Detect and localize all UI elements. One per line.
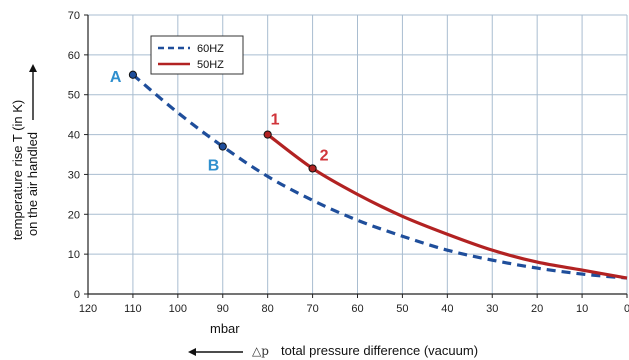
x-tick-label: 120 bbox=[79, 303, 97, 315]
y-axis-label-line1: temperature rise T (in K) bbox=[10, 100, 25, 240]
x-axis-ticks: 120 110 100 90 80 70 60 50 40 30 20 10 0 bbox=[79, 294, 629, 315]
y-tick-label: 40 bbox=[68, 130, 80, 142]
x-tick-label: 90 bbox=[217, 303, 229, 315]
y-axis-label: temperature rise T (in K) on the air han… bbox=[10, 64, 40, 240]
legend-label-50hz: 50HZ bbox=[197, 59, 224, 71]
x-axis-unit: mbar bbox=[210, 321, 240, 336]
y-tick-label: 50 bbox=[68, 90, 80, 102]
y-axis-label-line2: on the air handled bbox=[25, 132, 40, 236]
x-tick-label: 80 bbox=[262, 303, 274, 315]
x-axis-delta-symbol: △p bbox=[252, 344, 269, 358]
point-markers: A B 1 2 bbox=[110, 69, 329, 175]
point-marker-1 bbox=[263, 130, 272, 139]
x-tick-label: 40 bbox=[441, 303, 453, 315]
y-tick-label: 60 bbox=[68, 50, 80, 62]
point-label-a: A bbox=[110, 69, 122, 86]
x-tick-label: 0 bbox=[624, 303, 629, 315]
point-label-2: 2 bbox=[320, 147, 329, 164]
y-tick-label: 0 bbox=[74, 289, 80, 301]
y-tick-label: 70 bbox=[68, 10, 80, 22]
legend-label-60hz: 60HZ bbox=[197, 43, 224, 55]
x-axis-label-group: mbar △p total pressure difference (vacuu… bbox=[188, 321, 478, 358]
x-axis-label: total pressure difference (vacuum) bbox=[281, 343, 478, 358]
y-axis-ticks: 0 10 20 30 40 50 60 70 bbox=[68, 10, 88, 301]
y-tick-label: 20 bbox=[68, 209, 80, 221]
legend: 60HZ 50HZ bbox=[150, 35, 244, 75]
y-tick-label: 10 bbox=[68, 249, 80, 261]
x-tick-label: 60 bbox=[351, 303, 363, 315]
x-axis-arrow-icon bbox=[188, 348, 196, 356]
y-tick-label: 30 bbox=[68, 169, 80, 181]
point-label-b: B bbox=[208, 158, 220, 175]
x-tick-label: 100 bbox=[169, 303, 187, 315]
x-tick-label: 70 bbox=[306, 303, 318, 315]
point-marker-2 bbox=[308, 164, 317, 173]
series-group bbox=[131, 73, 628, 280]
y-axis-arrow-icon bbox=[29, 64, 37, 72]
point-label-1: 1 bbox=[271, 112, 280, 129]
legend-box bbox=[150, 35, 244, 75]
series-line-50hz bbox=[266, 133, 628, 280]
x-tick-label: 10 bbox=[576, 303, 588, 315]
point-marker-a bbox=[128, 70, 138, 79]
x-tick-label: 50 bbox=[396, 303, 408, 315]
x-tick-label: 110 bbox=[124, 303, 142, 315]
x-tick-label: 20 bbox=[531, 303, 543, 315]
x-tick-label: 30 bbox=[486, 303, 498, 315]
point-marker-b bbox=[218, 142, 227, 151]
series-line-60hz bbox=[131, 73, 628, 280]
